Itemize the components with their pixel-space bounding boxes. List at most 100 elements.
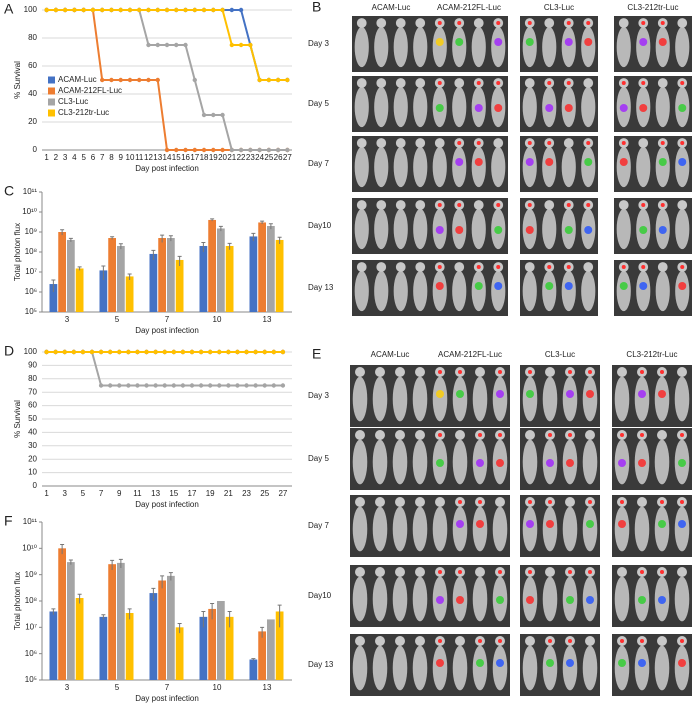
signal [638,659,646,667]
point [271,349,277,355]
signal-core [660,203,665,207]
point [174,7,179,13]
mouse-head [415,430,425,440]
signal-core [566,81,571,85]
signal [476,520,484,528]
column-header: CL3-Luc [544,3,574,12]
error-bar [51,279,56,292]
x-tick-label: 19 [209,153,218,162]
signal [436,596,444,604]
signal-core [586,21,591,25]
point [248,147,253,153]
mouse-body [392,645,408,691]
signal [525,158,534,166]
signal [678,282,687,290]
point [189,349,195,355]
row-label: Day 5 [308,454,329,463]
bar [249,659,258,680]
y-tick-label: 100 [24,5,38,14]
mouse-body [412,376,428,422]
mouse-head [475,367,485,377]
error-bar [118,243,123,250]
signal-core [621,265,626,269]
bar [75,597,84,680]
signal-core [586,203,591,207]
point [153,349,158,355]
bar [275,611,284,680]
point [126,349,131,355]
mouse-head [657,430,667,440]
point [135,349,140,355]
mouse-head [435,497,445,507]
signal [566,459,574,467]
mouse-body [393,146,408,188]
x-tick-label: 3 [65,683,70,692]
mouse-body [471,146,486,188]
x-tick-label: 17 [190,153,199,162]
y-tick-label: 10⁶ [25,649,37,658]
signal-core [640,433,644,437]
mouse-body [562,645,578,691]
mouse-body [581,270,596,312]
mouse-head [524,78,535,88]
point [238,7,244,13]
point [144,383,149,388]
mouse-head [356,200,367,210]
mouse-body [582,376,598,422]
signal-core [566,203,571,207]
signal-core [478,500,482,504]
point [127,7,133,13]
mouse-body [372,506,388,552]
point [98,383,104,388]
mouse-body [561,270,576,312]
mouse-body [352,376,368,422]
mouse-body [491,146,506,188]
signal [494,226,503,234]
row-label: Day10 [308,221,332,230]
bar [108,238,116,312]
y-tick-label: 10¹⁰ [22,543,37,552]
error-bar [210,603,215,620]
point [107,349,113,355]
point [44,7,49,13]
point [72,7,77,13]
mouse-body [372,576,388,622]
mouse-head [375,636,385,646]
mouse-body [492,506,508,552]
signal-core [621,81,626,85]
mouse-head [493,138,504,148]
error-bar [227,610,232,628]
signal-core [547,81,552,85]
signal-core [641,81,646,85]
signal-core [476,265,481,269]
error-bar [151,249,156,260]
bar [167,575,175,680]
bar [99,270,108,312]
mouse-body [412,645,428,691]
bar [275,239,284,312]
mouse-body [542,208,557,250]
signal [564,226,573,234]
signal [435,104,444,112]
x-tick-label: 7 [100,153,105,162]
signal-core [528,370,532,374]
x-tick-label: 25 [264,153,273,162]
signal [455,38,464,46]
point [62,7,68,13]
bar [49,284,58,312]
mouse-body [542,506,558,552]
point [117,383,122,388]
signal [455,226,464,234]
x-tick-label: 11 [133,489,142,498]
mouse-body [542,146,557,188]
y-tick-label: 20 [28,454,37,463]
x-tick-label: 11 [135,153,144,162]
signal-core [476,141,481,145]
signal [474,158,483,166]
mouse-body [614,376,630,422]
x-tick-label: 5 [115,315,120,324]
signal [658,596,666,604]
column-header: ACAM-Luc [371,350,410,359]
signal [678,520,686,528]
point [238,42,244,48]
